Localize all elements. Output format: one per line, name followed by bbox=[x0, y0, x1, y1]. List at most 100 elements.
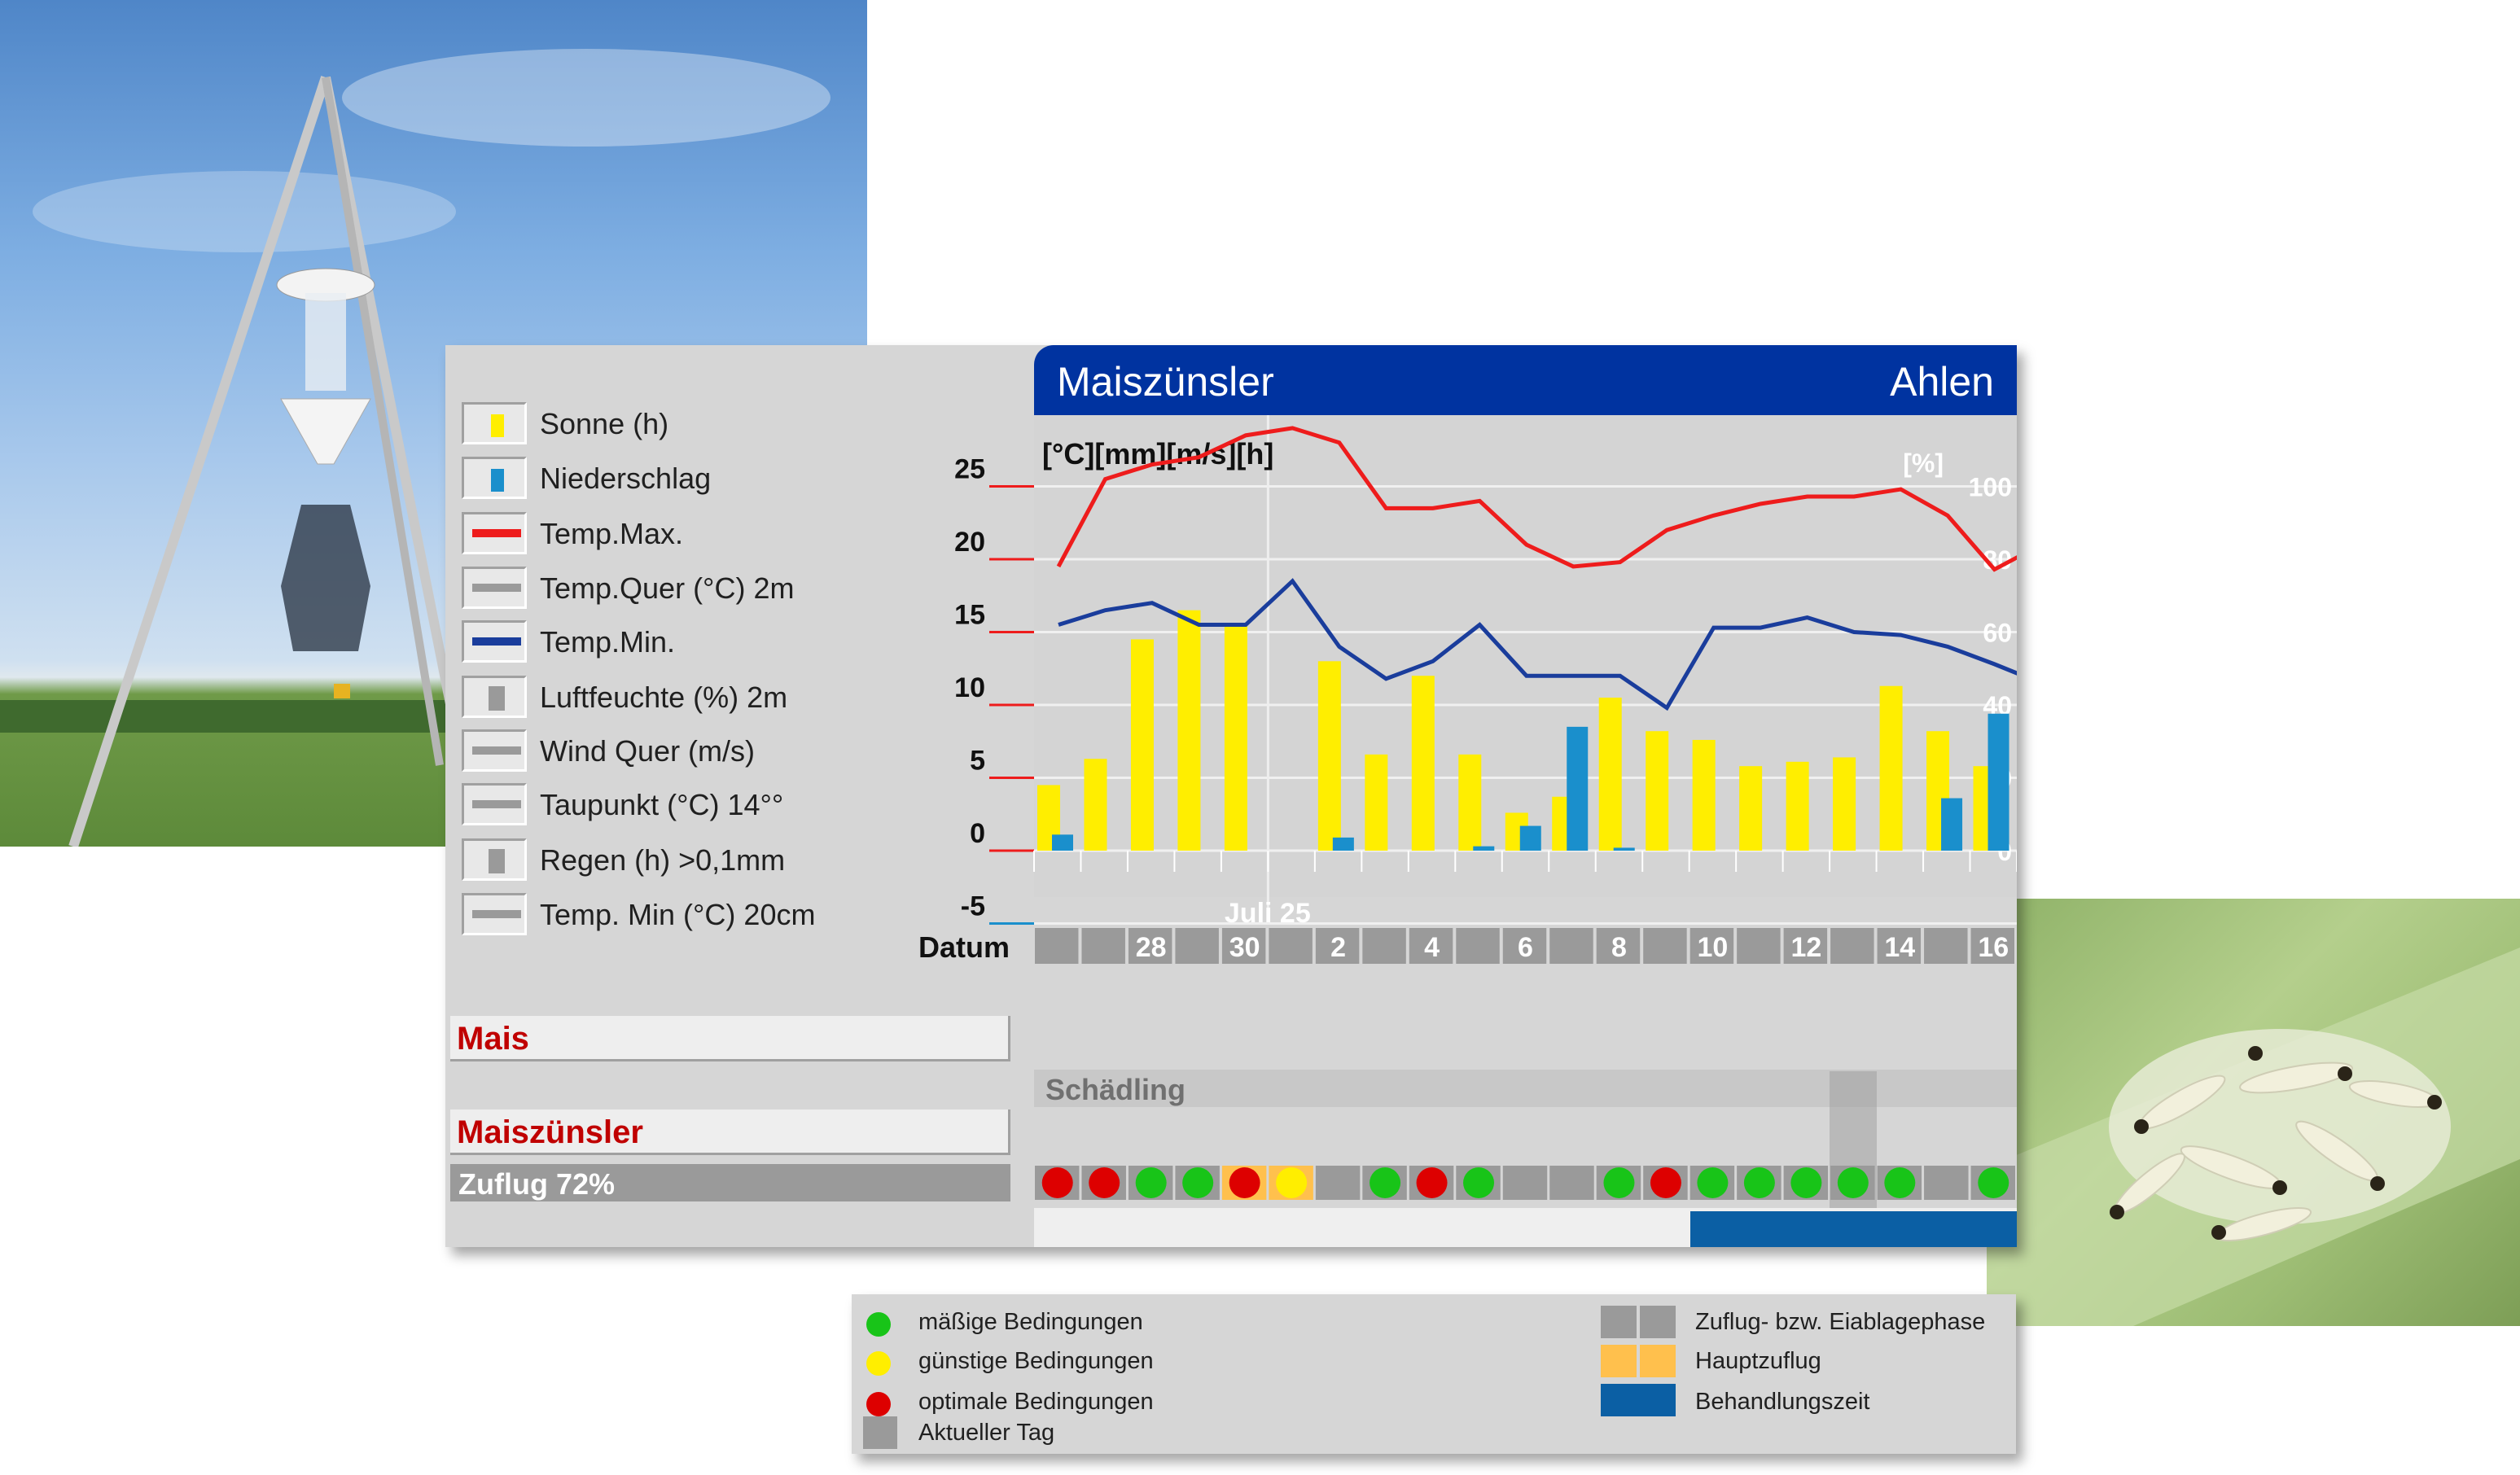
legend-zuflug: Zuflug- bzw. Eiablagephase bbox=[1695, 1309, 1986, 1335]
larvae-photo bbox=[1987, 899, 2520, 1326]
date-cell bbox=[1269, 928, 1313, 964]
legend-label: Temp. Min (°C) 20cm bbox=[540, 898, 816, 931]
green-condition-dot-icon bbox=[1743, 1167, 1775, 1198]
sun-bar bbox=[1130, 639, 1154, 851]
green-condition-dot-icon bbox=[1463, 1167, 1495, 1198]
date-cell bbox=[1924, 928, 1968, 964]
date-label: 2 bbox=[1330, 932, 1346, 963]
date-label: 10 bbox=[1697, 932, 1728, 963]
legend-swatch bbox=[462, 783, 527, 825]
panel-title: Maiszünsler bbox=[1057, 359, 1274, 405]
left-tick-label: 15 bbox=[954, 600, 985, 631]
condition-dots-row bbox=[1035, 1166, 2015, 1200]
green-condition-dot-icon bbox=[1837, 1167, 1869, 1198]
red-condition-dot-icon bbox=[1229, 1167, 1260, 1198]
red-condition-dot-icon bbox=[1041, 1167, 1073, 1198]
legend-label: Wind Quer (m/s) bbox=[540, 734, 756, 768]
date-label: 16 bbox=[1978, 932, 2009, 963]
date-cell bbox=[1643, 928, 1687, 964]
temp-max-line bbox=[1056, 426, 2017, 572]
legend-label: Sonne (h) bbox=[540, 407, 669, 440]
date-cell bbox=[1035, 928, 1079, 964]
date-label: 30 bbox=[1229, 932, 1260, 963]
green-condition-dot-icon bbox=[1884, 1167, 1916, 1198]
rain-bar bbox=[1473, 846, 1495, 851]
condition-legend: mäßige Bedingungen günstige Bedingungen … bbox=[852, 1294, 2016, 1454]
green-condition-dot-icon bbox=[1370, 1167, 1401, 1198]
date-cell bbox=[1737, 928, 1781, 964]
rain-bar bbox=[1519, 825, 1541, 851]
legend-label: Temp.Min. bbox=[540, 625, 676, 659]
legend-swatch bbox=[462, 402, 527, 444]
main-flight-swatch bbox=[1601, 1345, 1637, 1377]
current-day-swatch bbox=[863, 1416, 897, 1449]
date-cell bbox=[1409, 928, 1453, 964]
legend-aktuell: Aktueller Tag bbox=[918, 1420, 1055, 1446]
legend-swatch bbox=[462, 893, 527, 935]
legend-label: Taupunkt (°C) 14°° bbox=[540, 788, 784, 821]
date-cell bbox=[1175, 928, 1219, 964]
date-cell bbox=[1549, 928, 1593, 964]
legend-swatch bbox=[462, 457, 527, 499]
condition-cell bbox=[1315, 1166, 1361, 1200]
legend-guenstig: günstige Bedingungen bbox=[918, 1348, 1154, 1374]
legend-item-temp-max[interactable]: Temp.Max. bbox=[462, 512, 1032, 558]
crop-label: Mais bbox=[450, 1016, 1010, 1061]
sun-bar bbox=[1646, 731, 1669, 851]
legend-item-taupunkt[interactable]: Taupunkt (°C) 14°° bbox=[462, 783, 1032, 829]
rain-bar bbox=[1332, 837, 1354, 851]
rain-bar bbox=[1613, 847, 1635, 851]
rain-bar bbox=[1941, 798, 1963, 851]
flight-phase-swatch bbox=[1601, 1306, 1637, 1338]
legend-item-wind[interactable]: Wind Quer (m/s) bbox=[462, 729, 1032, 775]
left-tick-label: 25 bbox=[954, 454, 985, 485]
treatment-period-bar bbox=[1690, 1211, 2017, 1247]
legend-item-regen[interactable]: Regen (h) >0,1mm bbox=[462, 838, 1032, 884]
legend-label: Regen (h) >0,1mm bbox=[540, 843, 786, 877]
legend-optimal: optimale Bedingungen bbox=[918, 1389, 1154, 1415]
date-label: 6 bbox=[1518, 932, 1533, 963]
sun-bar bbox=[1365, 754, 1388, 851]
sun-bar bbox=[1833, 757, 1856, 851]
green-condition-dot-icon bbox=[1697, 1167, 1729, 1198]
legend-swatch bbox=[462, 729, 527, 772]
legend-item-temp-min-20cm[interactable]: Temp. Min (°C) 20cm bbox=[462, 893, 1032, 939]
condition-cell bbox=[1924, 1166, 1969, 1200]
left-tick-label: 5 bbox=[970, 746, 985, 777]
right-axis-label: [%] bbox=[1903, 449, 1944, 478]
legend-item-niederschlag[interactable]: Niederschlag bbox=[462, 457, 1032, 502]
legend-item-temp-min[interactable]: Temp.Min. bbox=[462, 620, 1032, 666]
red-condition-dot-icon bbox=[1650, 1167, 1681, 1198]
green-dot-icon bbox=[866, 1312, 891, 1337]
sun-bar bbox=[1411, 676, 1435, 851]
date-label: 4 bbox=[1424, 932, 1440, 963]
sun-bar bbox=[1786, 761, 1809, 851]
legend-maessig: mäßige Bedingungen bbox=[918, 1309, 1143, 1335]
legend-item-temp-quer[interactable]: Temp.Quer (°C) 2m bbox=[462, 567, 1032, 612]
weather-chart: 2520151050-5100806040200[°C][mm][m/s][h]… bbox=[918, 415, 2017, 964]
left-tick-label: 20 bbox=[954, 527, 985, 558]
green-condition-dot-icon bbox=[1603, 1167, 1635, 1198]
pest-label: Maiszünsler bbox=[450, 1110, 1010, 1155]
date-cell bbox=[1315, 928, 1360, 964]
condition-cell bbox=[1502, 1166, 1548, 1200]
sun-bar bbox=[1177, 610, 1201, 851]
date-label: 8 bbox=[1611, 932, 1627, 963]
legend-label: Niederschlag bbox=[540, 462, 712, 495]
yellow-dot-icon bbox=[866, 1351, 891, 1376]
date-cell bbox=[1362, 928, 1406, 964]
sun-bar bbox=[1458, 754, 1482, 851]
legend-behandlung: Behandlungszeit bbox=[1695, 1389, 1870, 1415]
treatment-swatch bbox=[1601, 1384, 1676, 1416]
panel-header: Maiszünsler Ahlen bbox=[1034, 345, 2017, 415]
legend-item-sonne[interactable]: Sonne (h) bbox=[462, 402, 1032, 448]
legend-item-luftfeuchte[interactable]: Luftfeuchte (%) 2m bbox=[462, 676, 1032, 721]
date-cell bbox=[1456, 928, 1500, 964]
left-tick-label: 10 bbox=[954, 672, 985, 703]
legend-label: Luftfeuchte (%) 2m bbox=[540, 681, 788, 714]
condition-cell bbox=[1549, 1166, 1594, 1200]
rain-bar bbox=[1052, 834, 1073, 851]
flight-percentage-label: Zuflug 72% bbox=[450, 1164, 1010, 1201]
date-axis-label: Datum bbox=[918, 930, 1010, 964]
legend-label: Temp.Quer (°C) 2m bbox=[540, 571, 795, 605]
